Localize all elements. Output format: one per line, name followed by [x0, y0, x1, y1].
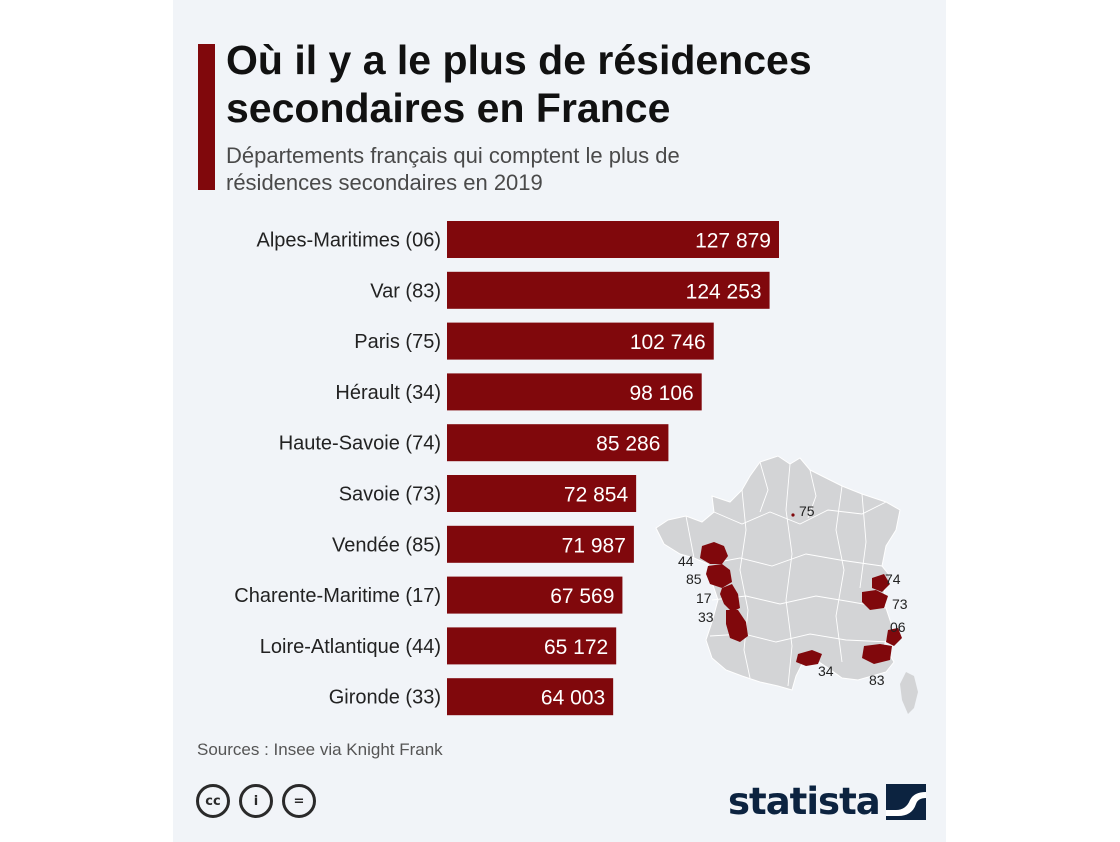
category-label: Vendée (85): [332, 534, 441, 556]
map-label-17: 17: [696, 590, 712, 606]
bar: [447, 322, 714, 360]
attribution-icon[interactable]: i: [239, 784, 273, 818]
bar-value-label: 67 569: [550, 585, 614, 608]
map-label-83: 83: [869, 672, 885, 688]
category-label: Var (83): [370, 280, 441, 302]
france-map: 75 44 85 17 33 74 73 06 34 83: [655, 455, 918, 714]
statista-logo-icon: [885, 784, 926, 820]
category-label: Hérault (34): [335, 382, 441, 404]
bar-value-label: 71 987: [562, 534, 626, 557]
map-label-33: 33: [698, 609, 714, 625]
bar: [447, 424, 669, 462]
category-label: Haute-Savoie (74): [279, 433, 441, 455]
map-label-75: 75: [799, 503, 815, 519]
statista-logo[interactable]: statista: [728, 782, 926, 822]
bar-value-label: 72 854: [564, 484, 629, 507]
dept-75-dot: [791, 513, 795, 517]
map-label-74: 74: [885, 571, 901, 587]
bar-value-label: 124 253: [686, 280, 762, 303]
map-label-34: 34: [818, 663, 834, 679]
bar-value-label: 102 746: [630, 331, 706, 354]
dept-73-shape: [862, 590, 888, 610]
dept-74-shape: [872, 574, 890, 592]
sources-note: Sources : Insee via Knight Frank: [197, 740, 443, 759]
bar: [447, 373, 702, 411]
map-labels: 75 44 85 17 33 74 73 06 34 83: [678, 503, 908, 688]
category-label: Gironde (33): [329, 687, 441, 709]
creative-commons-icon[interactable]: cc: [196, 784, 230, 818]
bar-value-label: 64 003: [541, 687, 605, 710]
category-label: Loire-Atlantique (44): [260, 636, 441, 658]
bar: [447, 576, 623, 614]
category-label: Charente-Maritime (17): [234, 585, 441, 607]
map-label-73: 73: [892, 596, 908, 612]
title-accent-bar: [198, 44, 215, 190]
france-mainland: [655, 455, 918, 714]
bar-value-label: 85 286: [596, 433, 660, 456]
map-label-44: 44: [678, 553, 694, 569]
dept-34-shape: [796, 650, 822, 666]
highlighted-departments: [700, 513, 902, 666]
bar-chart: Alpes-Maritimes (06) 127 879 Var (83) 124 2…: [234, 221, 779, 716]
dept-17-shape: [720, 584, 740, 612]
bar: [447, 678, 614, 716]
bar: [447, 221, 779, 258]
dept-33-shape: [726, 610, 748, 642]
dept-06-shape: [886, 628, 902, 646]
map-label-06: 06: [890, 619, 906, 635]
bar: [447, 475, 637, 512]
bar: [447, 271, 770, 309]
statista-wordmark: statista: [728, 780, 881, 823]
bar-value-label: 65 172: [544, 636, 608, 659]
bar-value-label: 98 106: [629, 382, 693, 405]
map-label-85: 85: [686, 571, 702, 587]
chart-subtitle: Départements français qui comptent le pl…: [226, 143, 680, 195]
category-label: Savoie (73): [339, 484, 441, 506]
corsica-shape: [900, 672, 918, 714]
bar: [447, 525, 634, 563]
bar: [447, 627, 617, 665]
chart-title: Où il y a le plus de résidences secondai…: [226, 37, 812, 131]
bar-value-label: 127 879: [695, 230, 771, 253]
no-derivatives-icon[interactable]: =: [282, 784, 316, 818]
license-icons: cc i =: [196, 784, 316, 818]
dept-83-shape: [862, 644, 892, 664]
dept-44-shape: [700, 542, 728, 564]
category-label: Alpes-Maritimes (06): [257, 230, 441, 252]
category-label: Paris (75): [354, 331, 441, 353]
dept-85-shape: [706, 564, 732, 588]
